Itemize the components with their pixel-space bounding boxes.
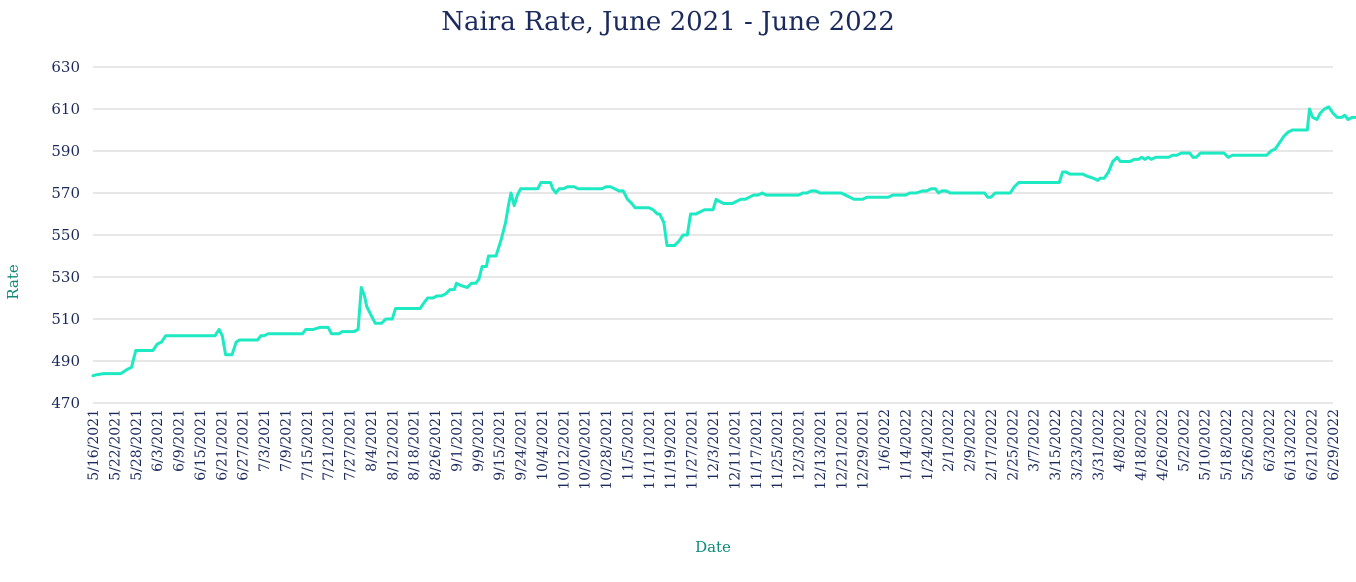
x-tick-label: 11/25/2021 xyxy=(770,409,786,490)
y-tick-label: 550 xyxy=(51,226,80,244)
x-tick-label: 3/23/2022 xyxy=(1069,409,1085,481)
x-tick-label: 6/21/2021 xyxy=(214,409,230,481)
x-tick-label: 1/14/2022 xyxy=(898,409,914,481)
x-tick-label: 6/3/2021 xyxy=(150,409,166,472)
x-axis-ticks: 5/16/2021 5/22/2021 5/28/2021 6/3/2021 6/9/2… xyxy=(86,409,1342,490)
y-tick-label: 570 xyxy=(51,184,80,202)
x-tick-label: 5/2/2022 xyxy=(1176,409,1192,472)
x-tick-label: 6/9/2021 xyxy=(172,409,188,472)
x-tick-label: 9/24/2021 xyxy=(514,409,530,481)
gridlines xyxy=(93,66,1333,404)
x-tick-label: 12/29/2021 xyxy=(856,409,872,490)
y-tick-label: 490 xyxy=(51,352,80,370)
x-tick-label: 7/21/2021 xyxy=(321,409,337,481)
x-tick-label: 12/3/2021 xyxy=(706,409,722,481)
x-tick-label: 5/28/2021 xyxy=(129,409,145,481)
x-tick-label: 5/22/2021 xyxy=(107,409,123,481)
x-tick-label: 1/6/2022 xyxy=(877,409,893,472)
x-tick-label: 12/13/2021 xyxy=(813,409,829,490)
x-tick-label: 9/15/2021 xyxy=(492,409,508,481)
x-tick-label: 10/20/2021 xyxy=(578,409,594,490)
y-tick-label: 510 xyxy=(51,310,80,328)
naira-rate-line xyxy=(91,105,1356,378)
y-tick-label: 530 xyxy=(51,268,80,286)
x-axis-label: Date xyxy=(695,538,731,556)
x-tick-label: 7/15/2021 xyxy=(300,409,316,481)
x-tick-label: 12/21/2021 xyxy=(834,409,850,490)
y-axis-ticks: 470 490 510 530 550 570 590 610 630 xyxy=(51,58,80,412)
x-tick-label: 9/9/2021 xyxy=(471,409,487,472)
x-tick-label: 11/17/2021 xyxy=(749,409,765,490)
x-tick-label: 4/8/2022 xyxy=(1112,409,1128,472)
y-tick-label: 630 xyxy=(51,58,80,76)
x-tick-label: 5/10/2022 xyxy=(1198,409,1214,481)
x-tick-label: 11/11/2021 xyxy=(642,409,658,490)
x-tick-label: 2/25/2022 xyxy=(1005,409,1021,481)
x-tick-label: 6/15/2021 xyxy=(193,409,209,481)
x-tick-label: 11/5/2021 xyxy=(620,409,636,481)
x-tick-label: 6/13/2022 xyxy=(1283,409,1299,481)
x-tick-label: 8/26/2021 xyxy=(428,409,444,481)
x-tick-label: 6/29/2022 xyxy=(1326,409,1342,481)
x-tick-label: 10/12/2021 xyxy=(556,409,572,490)
y-tick-label: 590 xyxy=(51,142,80,160)
x-tick-label: 11/19/2021 xyxy=(663,409,679,490)
y-tick-label: 610 xyxy=(51,100,80,118)
x-tick-label: 10/4/2021 xyxy=(535,409,551,481)
x-tick-label: 8/4/2021 xyxy=(364,409,380,472)
y-axis-label: Rate xyxy=(4,264,22,300)
x-tick-label: 2/9/2022 xyxy=(963,409,979,472)
x-tick-label: 2/17/2022 xyxy=(984,409,1000,481)
x-tick-label: 3/7/2022 xyxy=(1027,409,1043,472)
x-tick-label: 4/18/2022 xyxy=(1134,409,1150,481)
x-tick-label: 5/26/2022 xyxy=(1240,409,1256,481)
x-tick-label: 7/27/2021 xyxy=(343,409,359,481)
x-tick-label: 12/11/2021 xyxy=(727,409,743,490)
chart-title: Naira Rate, June 2021 - June 2022 xyxy=(441,7,895,37)
x-tick-label: 8/18/2021 xyxy=(407,409,423,481)
x-tick-label: 6/3/2022 xyxy=(1262,409,1278,472)
x-tick-label: 5/18/2022 xyxy=(1219,409,1235,481)
x-tick-label: 2/1/2022 xyxy=(941,409,957,472)
x-tick-label: 9/1/2021 xyxy=(449,409,465,472)
x-tick-label: 4/26/2022 xyxy=(1155,409,1171,481)
x-tick-label: 6/27/2021 xyxy=(236,409,252,481)
x-tick-label: 10/28/2021 xyxy=(599,409,615,490)
x-tick-label: 7/9/2021 xyxy=(278,409,294,472)
x-tick-label: 11/27/2021 xyxy=(685,409,701,490)
x-tick-label: 7/3/2021 xyxy=(257,409,273,472)
x-tick-label: 6/21/2022 xyxy=(1305,409,1321,481)
x-tick-label: 12/3/2021 xyxy=(792,409,808,481)
y-tick-label: 470 xyxy=(51,394,80,412)
x-tick-label: 1/24/2022 xyxy=(920,409,936,481)
x-tick-label: 3/15/2022 xyxy=(1048,409,1064,481)
x-tick-label: 8/12/2021 xyxy=(385,409,401,481)
x-tick-label: 3/31/2022 xyxy=(1091,409,1107,481)
x-tick-label: 5/16/2021 xyxy=(86,409,102,481)
